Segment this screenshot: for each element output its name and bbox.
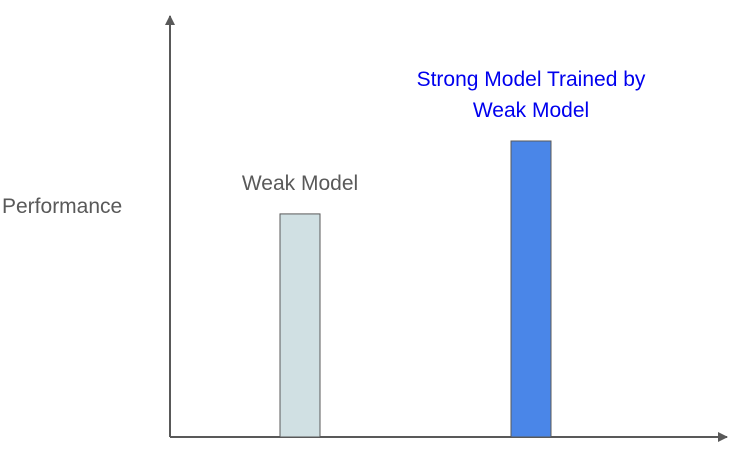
bar-label-1: Weak Model xyxy=(242,172,358,195)
y-axis-label: Performance xyxy=(2,195,122,218)
bar-2 xyxy=(510,140,552,438)
bars-group: Weak Model Strong Model Trained by Weak Mo… xyxy=(242,68,646,438)
bar-label-2: Strong Model Trained by Weak Model xyxy=(417,68,646,122)
bar-1 xyxy=(279,213,321,438)
